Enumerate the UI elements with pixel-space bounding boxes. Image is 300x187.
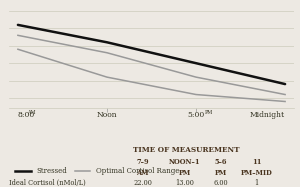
- Text: TIME OF MEASUREMENT: TIME OF MEASUREMENT: [133, 146, 239, 154]
- Text: 11: 11: [252, 158, 261, 166]
- Text: AM: AM: [136, 169, 149, 177]
- Text: PM–MID: PM–MID: [241, 169, 272, 177]
- Text: 22.00: 22.00: [133, 179, 152, 187]
- Text: 8:00: 8:00: [18, 111, 35, 119]
- Text: 7–9: 7–9: [136, 158, 149, 166]
- Text: 13.00: 13.00: [175, 179, 194, 187]
- Text: Ideal Cortisol (nMol/L): Ideal Cortisol (nMol/L): [9, 179, 86, 187]
- Text: PM: PM: [214, 169, 226, 177]
- Legend: Stressed, Optimal Cortisol Range: Stressed, Optimal Cortisol Range: [13, 164, 182, 178]
- Text: PM: PM: [178, 169, 190, 177]
- Text: Noon: Noon: [97, 111, 117, 119]
- Text: NOON–1: NOON–1: [169, 158, 200, 166]
- Text: PM: PM: [205, 110, 213, 115]
- Text: 6.00: 6.00: [213, 179, 228, 187]
- Text: 5:00: 5:00: [188, 111, 205, 119]
- Text: 5–6: 5–6: [214, 158, 227, 166]
- Text: 1: 1: [254, 179, 259, 187]
- Text: Midnight: Midnight: [250, 111, 285, 119]
- Text: AM: AM: [27, 110, 35, 115]
